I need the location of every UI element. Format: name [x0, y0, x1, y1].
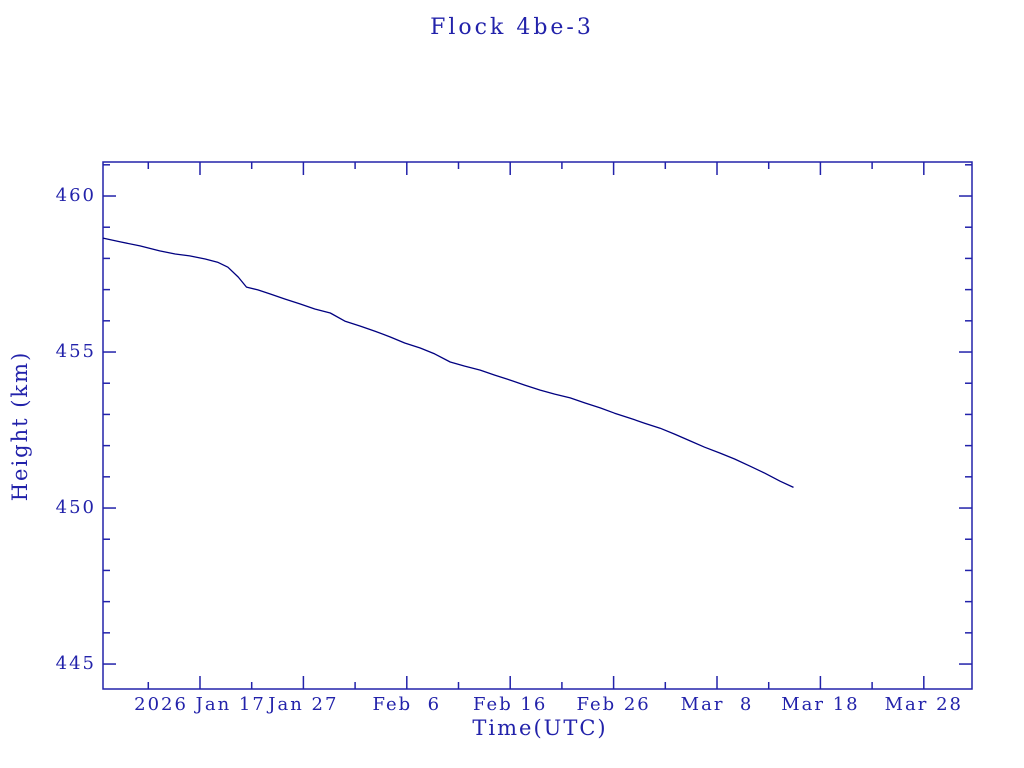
y-tick-label: 455: [55, 341, 96, 363]
x-tick-label: 2026 Jan 17: [134, 694, 266, 715]
y-tick-label: 445: [55, 653, 96, 675]
height-data-line: [102, 237, 794, 488]
chart-title: Flock 4be-3: [430, 15, 594, 40]
x-tick-label: Jan 27: [268, 694, 339, 715]
y-tick-label: 450: [55, 497, 96, 519]
x-tick-label: Feb 26: [576, 694, 651, 715]
x-tick-label: Mar 18: [781, 694, 860, 715]
x-tick-label: Feb 16: [473, 694, 548, 715]
x-axis-title: Time(UTC): [472, 716, 608, 740]
y-tick-label: 460: [55, 185, 96, 206]
x-tick-label: Mar 28: [884, 694, 964, 715]
x-tick-label: Mar 8: [680, 694, 754, 715]
plot-frame: [102, 161, 973, 690]
x-tick-label: Feb 6: [372, 694, 442, 715]
